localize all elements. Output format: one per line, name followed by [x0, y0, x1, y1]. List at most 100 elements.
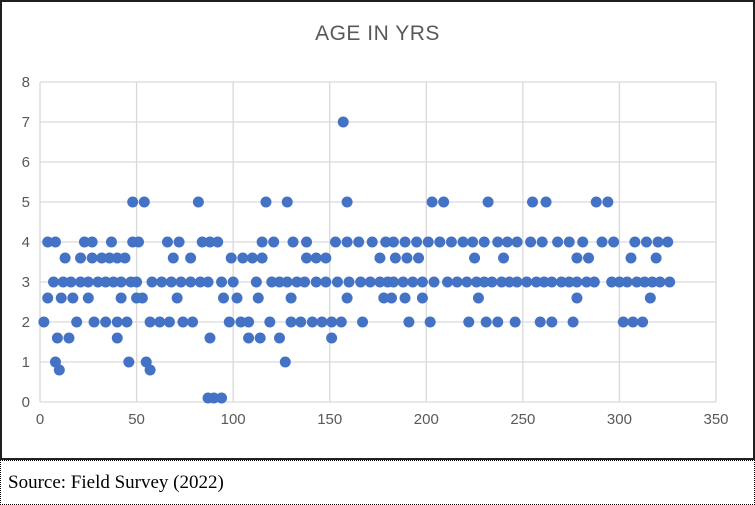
data-point	[144, 316, 156, 328]
data-point	[96, 252, 108, 264]
data-point	[364, 276, 376, 288]
data-point	[82, 292, 94, 304]
data-point	[63, 332, 75, 344]
data-point	[613, 276, 625, 288]
data-point	[552, 236, 564, 248]
data-point	[310, 252, 322, 264]
data-point	[92, 276, 104, 288]
data-point	[521, 276, 533, 288]
data-point	[511, 236, 523, 248]
data-point	[378, 292, 390, 304]
data-point	[146, 276, 158, 288]
data-point	[654, 276, 666, 288]
data-point	[442, 276, 454, 288]
data-point	[590, 196, 602, 208]
data-point	[621, 276, 633, 288]
data-point	[127, 196, 139, 208]
data-point	[366, 236, 378, 248]
data-point	[161, 236, 173, 248]
data-point	[250, 276, 262, 288]
chart-title: AGE IN YRS	[315, 22, 440, 45]
y-axis-tick-label: 1	[22, 354, 30, 371]
data-point	[326, 332, 338, 344]
data-point	[461, 276, 473, 288]
data-point	[486, 276, 498, 288]
data-point	[204, 236, 216, 248]
source-note-box: Source: Field Survey (2022)	[0, 460, 755, 505]
data-point	[111, 252, 123, 264]
data-point	[335, 316, 347, 328]
data-point	[281, 276, 293, 288]
data-point	[457, 236, 469, 248]
data-point	[291, 276, 303, 288]
data-point	[75, 252, 87, 264]
data-point	[100, 276, 112, 288]
data-point	[467, 236, 479, 248]
data-point	[463, 316, 475, 328]
data-point	[652, 236, 664, 248]
data-point	[509, 316, 521, 328]
data-point	[256, 236, 268, 248]
data-point	[42, 292, 54, 304]
data-point	[374, 276, 386, 288]
data-point	[411, 236, 423, 248]
data-point	[546, 316, 558, 328]
data-point	[403, 316, 415, 328]
data-point	[243, 316, 255, 328]
data-point	[581, 276, 593, 288]
data-point	[639, 276, 651, 288]
x-axis-tick-label: 0	[36, 411, 44, 428]
data-point	[357, 316, 369, 328]
data-point	[59, 252, 71, 264]
data-point	[503, 276, 515, 288]
data-point	[167, 252, 179, 264]
data-point	[177, 316, 189, 328]
y-axis-tick-label: 5	[22, 194, 30, 211]
data-point	[121, 316, 133, 328]
data-point	[217, 292, 229, 304]
data-point	[571, 276, 583, 288]
data-point	[86, 236, 98, 248]
data-point	[243, 332, 255, 344]
data-point	[115, 276, 127, 288]
data-point	[165, 276, 177, 288]
data-point	[640, 236, 652, 248]
data-point	[478, 236, 490, 248]
data-point	[525, 236, 537, 248]
y-axis-tick-label: 3	[22, 274, 30, 291]
data-point	[480, 316, 492, 328]
data-point	[287, 236, 299, 248]
data-point	[650, 252, 662, 264]
data-point	[223, 316, 235, 328]
data-point	[295, 316, 307, 328]
data-point	[331, 276, 343, 288]
data-point	[231, 292, 243, 304]
x-axis-tick-label: 300	[607, 411, 632, 428]
data-point	[216, 392, 228, 404]
data-point	[555, 276, 567, 288]
data-point	[563, 236, 575, 248]
data-point	[492, 316, 504, 328]
data-point	[606, 276, 618, 288]
data-point	[482, 196, 494, 208]
data-point	[341, 196, 353, 208]
data-point	[273, 276, 285, 288]
data-point	[49, 236, 61, 248]
data-point	[301, 236, 313, 248]
data-point	[227, 276, 239, 288]
data-point	[386, 292, 398, 304]
data-point	[51, 332, 63, 344]
data-point	[111, 332, 123, 344]
data-point	[567, 316, 579, 328]
data-point	[202, 276, 214, 288]
data-point	[71, 316, 83, 328]
data-point	[78, 236, 90, 248]
data-point	[664, 276, 676, 288]
data-point	[571, 292, 583, 304]
data-point	[498, 252, 510, 264]
x-axis-tick-label: 350	[703, 411, 728, 428]
data-point	[320, 276, 332, 288]
chart-container: AGE IN YRS 0 1 2 3 4 5 6 7 8 0 50 100 150 200 250 300 35…	[0, 0, 755, 460]
data-point	[625, 252, 637, 264]
data-point	[637, 316, 649, 328]
